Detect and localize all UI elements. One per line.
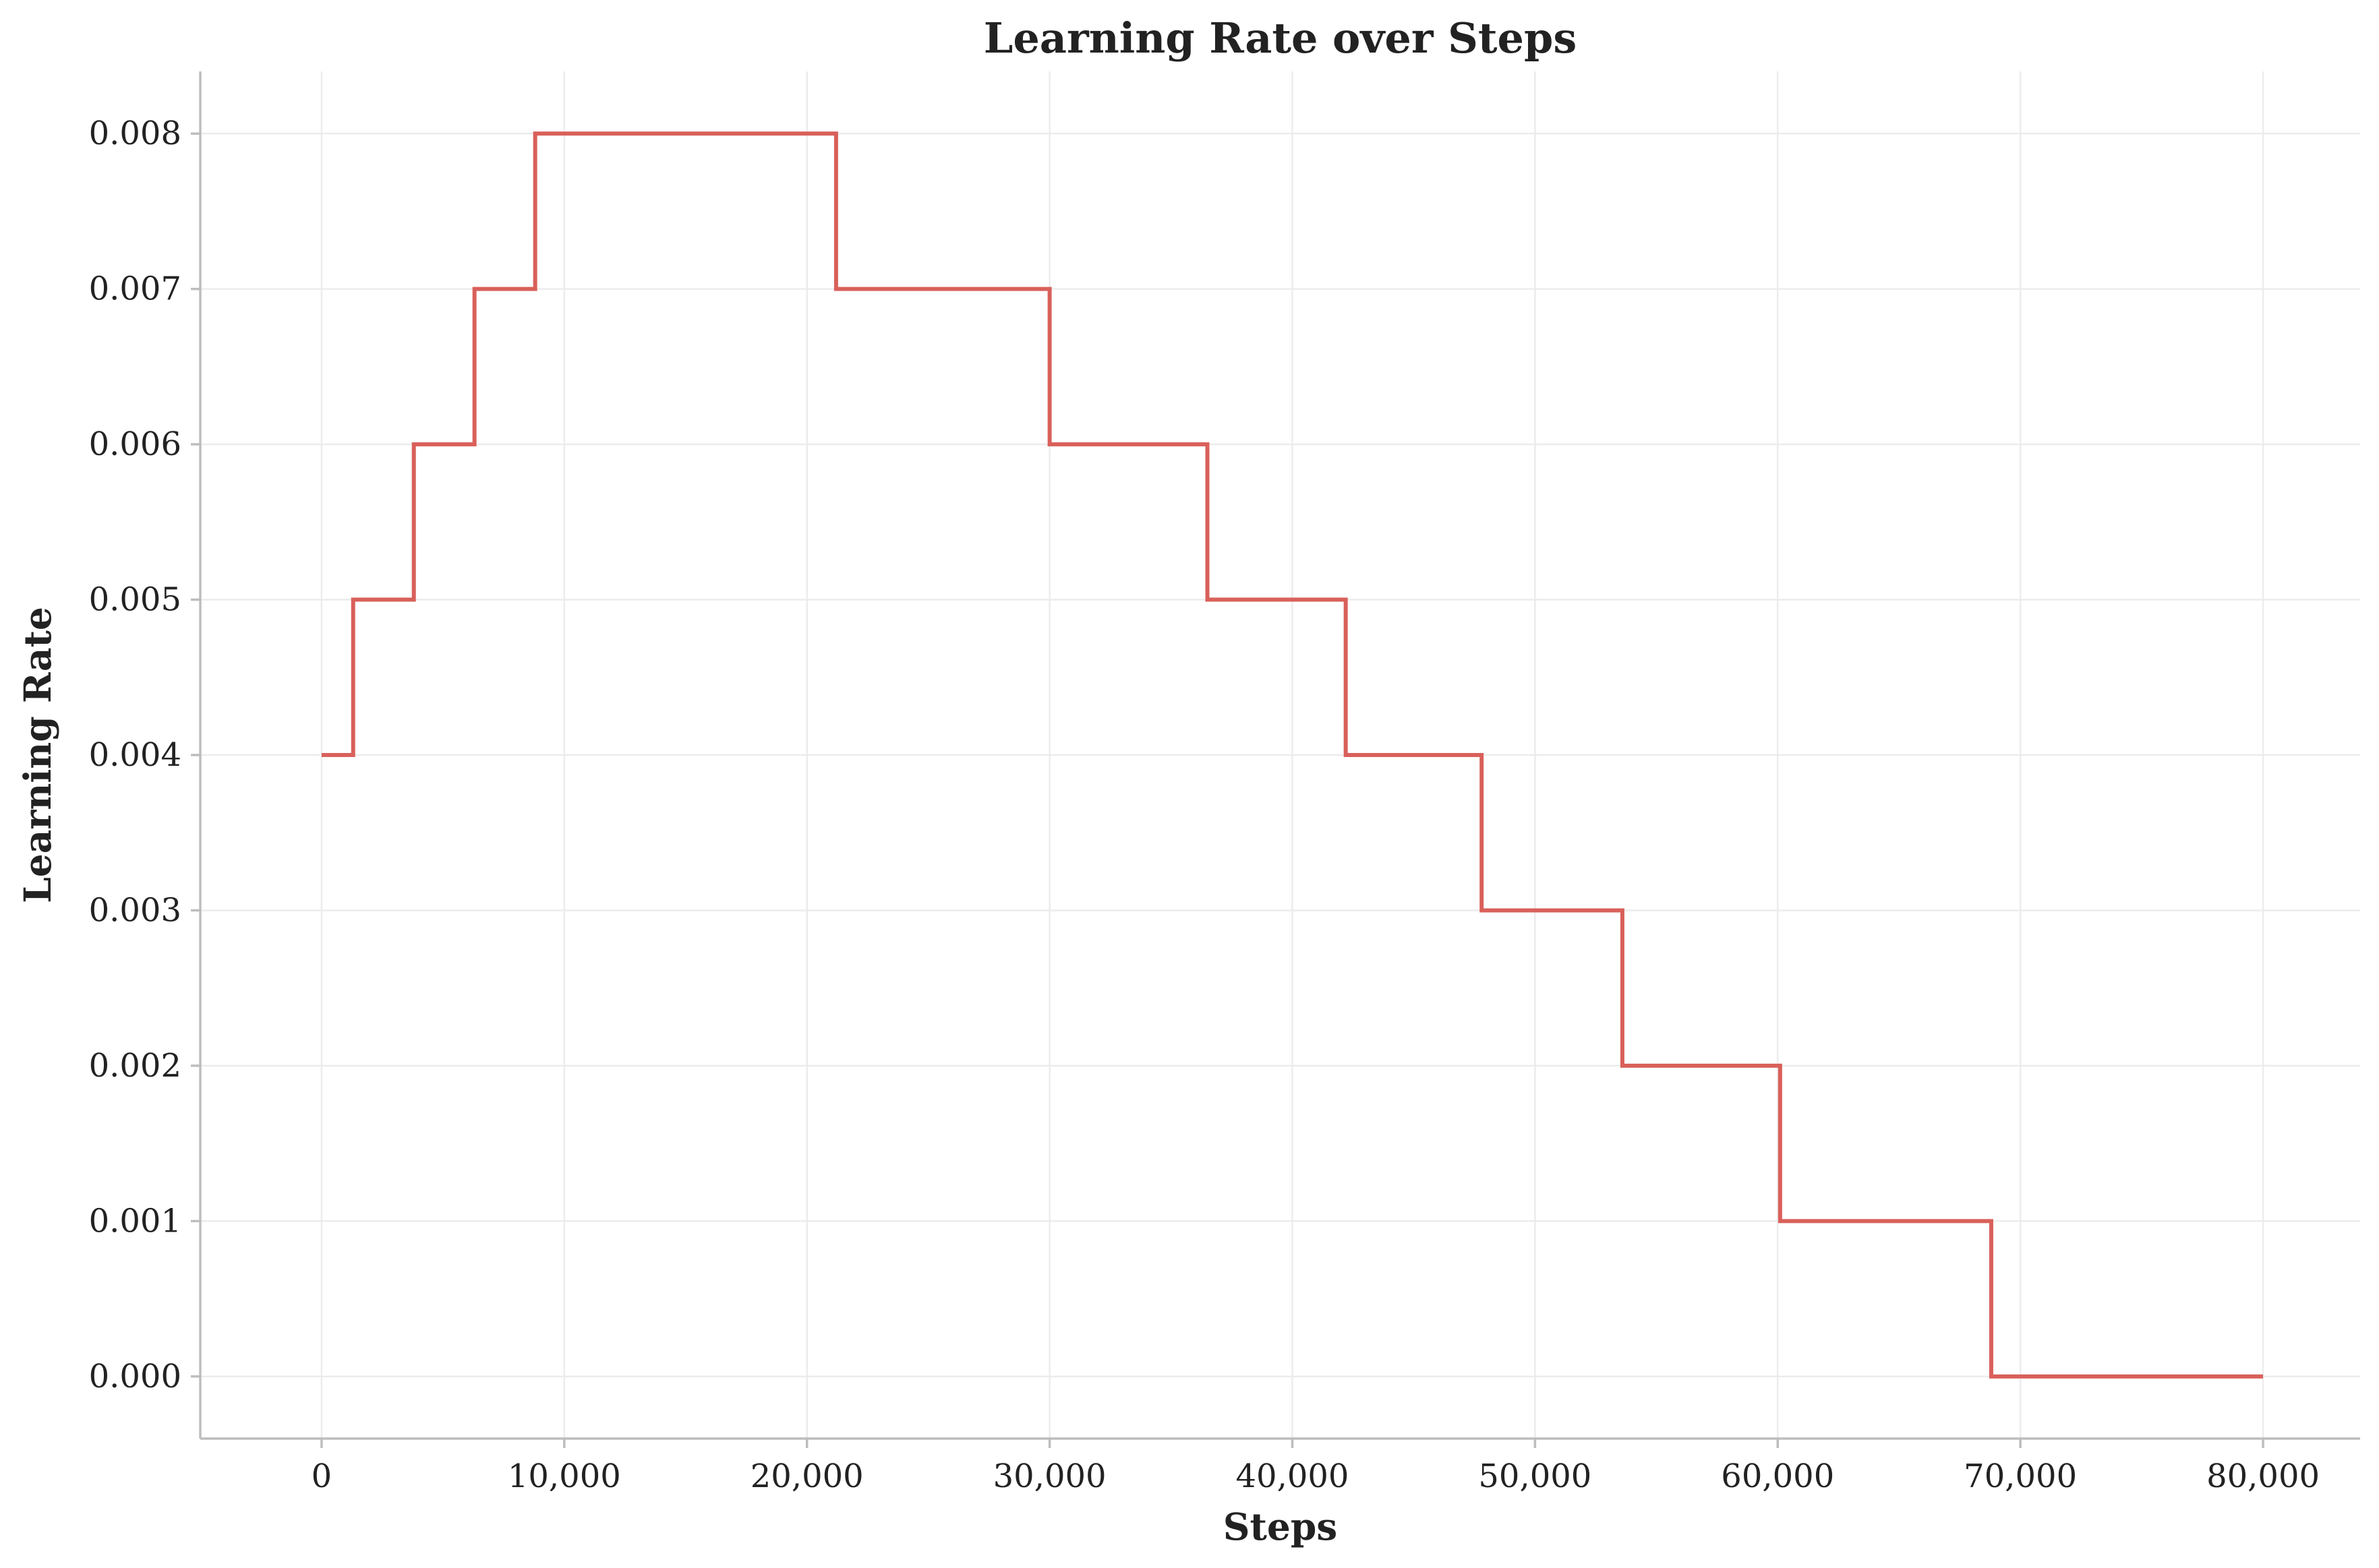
x-tick-label: 0 [312,1457,332,1495]
y-tick-label: 0.004 [89,736,181,774]
y-tick-label: 0.000 [89,1358,181,1395]
x-tick-label: 60,000 [1721,1457,1834,1495]
y-tick-label: 0.001 [89,1202,181,1240]
x-tick-label: 30,000 [993,1457,1107,1495]
x-tick-label: 20,000 [751,1457,864,1495]
grid-layer [200,71,2360,1439]
y-tick-label: 0.007 [89,270,181,308]
x-tick-label: 80,000 [2206,1457,2320,1495]
tick-layer: 0 10,000 20,000 30,000 40,000 50,000 60,000 70,… [89,115,2320,1495]
x-tick-label: 70,000 [1964,1457,2077,1495]
chart-title: Learning Rate over Steps [984,13,1577,63]
x-tick-label: 40,000 [1236,1457,1349,1495]
x-tick-label: 10,000 [508,1457,621,1495]
y-tick-label: 0.003 [89,891,181,929]
series-line [321,131,2264,1379]
y-axis-label: Learning Rate [16,607,59,903]
y-tick-label: 0.002 [89,1047,181,1085]
y-tick-label: 0.005 [89,581,181,619]
x-axis-label: Steps [1223,1505,1338,1548]
series-layer [321,131,2264,1379]
y-tick-label: 0.006 [89,425,181,463]
y-tick-label: 0.008 [89,115,181,152]
x-tick-label: 50,000 [1478,1457,1591,1495]
